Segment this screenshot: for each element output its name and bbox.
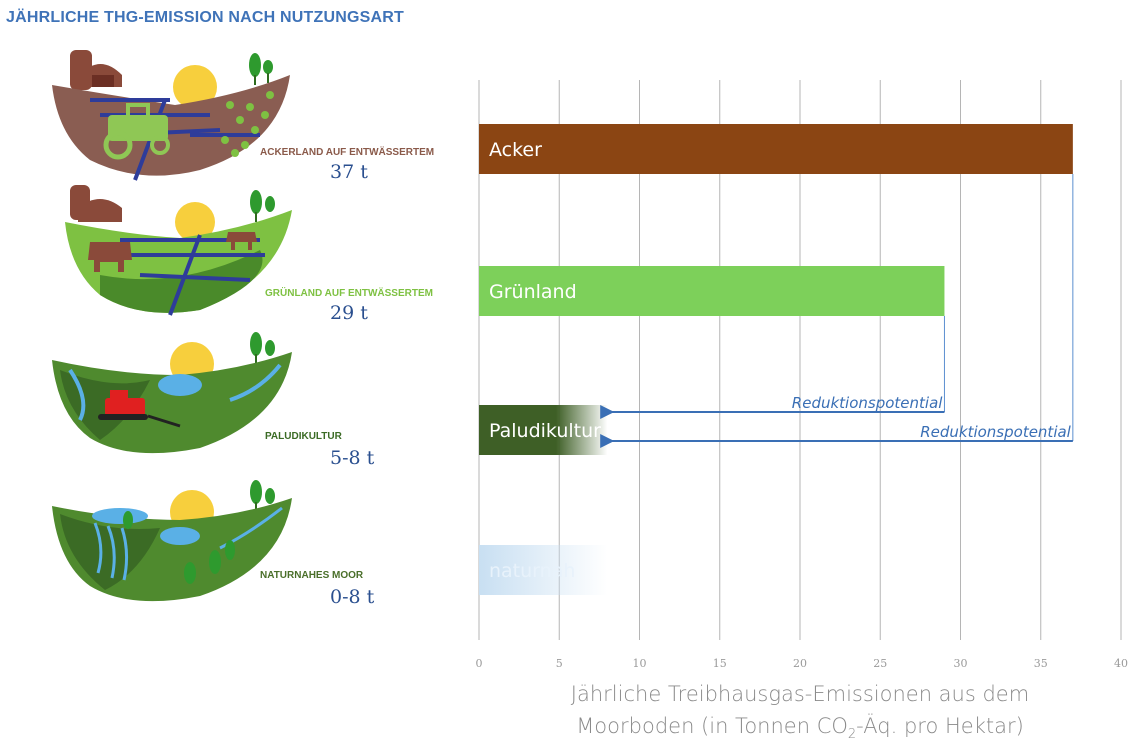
category-value-grassland: 29 t: [330, 302, 368, 324]
x-axis-label-subscript: 2: [847, 727, 857, 743]
bar-grünland: [479, 266, 945, 316]
category-value-natural-moor: 0-8 t: [330, 586, 375, 608]
x-tick-label-0: 0: [476, 657, 483, 670]
bar-paludikultur: [479, 405, 608, 455]
bar-label-grünland: Grünland: [489, 281, 577, 303]
x-tick-label-15: 15: [713, 657, 727, 670]
x-tick-label-35: 35: [1034, 657, 1048, 670]
reduction-label-2: Reduktionspotential: [920, 423, 1071, 441]
grassland-illustration: [65, 185, 292, 316]
x-axis-label-line2: Moorboden (in Tonnen CO2-Äq. pro Hektar): [540, 710, 1060, 751]
x-tick-label-30: 30: [954, 657, 968, 670]
bar-label-acker: Acker: [489, 139, 542, 161]
x-axis-label-line2-end: -Äq. pro Hektar): [856, 714, 1024, 738]
x-tick-label-25: 25: [873, 657, 887, 670]
bar-label-naturnah: naturnah: [489, 560, 575, 582]
x-tick-label-5: 5: [556, 657, 563, 670]
reduction-label-1: Reduktionspotential: [792, 394, 943, 412]
bar-label-paludikultur: Paludikultur: [489, 420, 601, 442]
paludiculture-illustration: [52, 332, 292, 454]
x-tick-label-40: 40: [1114, 657, 1128, 670]
x-tick-label-10: 10: [633, 657, 647, 670]
x-tick-label-20: 20: [793, 657, 807, 670]
bar-acker: [479, 124, 1073, 174]
category-value-paludiculture: 5-8 t: [330, 447, 375, 469]
category-label-cropland: ACKERLAND AUF ENTWÄSSERTEM: [260, 147, 435, 158]
x-axis-label-line1: Jährliche Treibhausgas-Emissionen aus de…: [570, 682, 1030, 706]
page-title: JÄHRLICHE THG-EMISSION NACH NUTZUNGSART: [6, 9, 405, 26]
natural-moor-illustration: [52, 480, 292, 602]
category-label-grassland: GRÜNLAND AUF ENTWÄSSERTEM: [265, 288, 433, 299]
category-label-natural-moor: NATURNAHES MOOR: [260, 570, 364, 581]
x-axis-label-line2-start: Moorboden (in Tonnen CO: [576, 714, 848, 738]
category-value-cropland: 37 t: [330, 161, 368, 183]
bar-naturnah: [479, 545, 608, 595]
x-axis-label: Jährliche Treibhausgas-Emissionen aus de…: [540, 678, 1060, 751]
category-label-paludiculture: PALUDIKULTUR: [265, 431, 342, 442]
cropland-illustration: [52, 50, 290, 181]
